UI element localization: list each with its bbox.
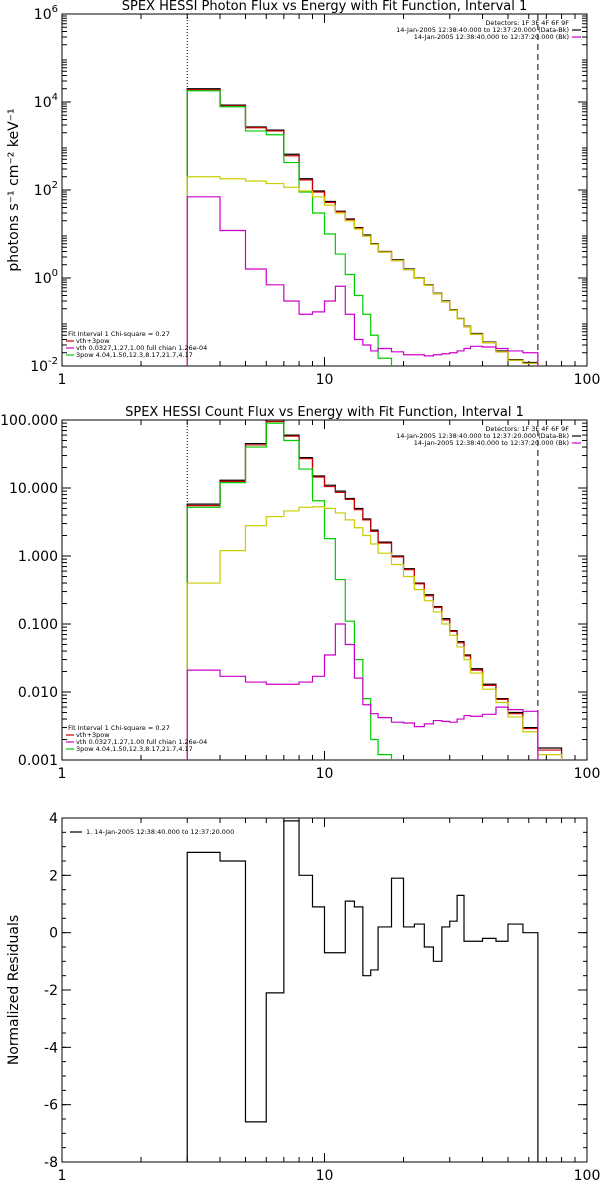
series-line-data-bk xyxy=(186,420,563,760)
series-line-vth xyxy=(186,422,393,760)
chart-title: SPEX HESSI Photon Flux vs Energy with Fi… xyxy=(122,0,528,14)
legend-entry: 14-Jan-2005 12:38:40.000 to 12:37:20.000… xyxy=(396,26,569,34)
series-group xyxy=(186,820,539,1162)
legend-entry: 3pow 4.04,1.50,12.3,8.17,21.7,4.17 xyxy=(76,745,193,753)
series-line-bk xyxy=(186,196,539,366)
series-line-vth-3pow xyxy=(186,420,563,760)
x-tick-label: 1 xyxy=(58,1168,67,1184)
series-group xyxy=(186,420,563,760)
y-tick-label: 102 xyxy=(34,180,58,199)
legend-entry: 1. 14-Jan-2005 12:38:40.000 to 12:37:20.… xyxy=(86,828,234,836)
y-tick-label: 1.000 xyxy=(18,549,58,565)
y-tick-exponent: 0 xyxy=(52,268,58,279)
y-tick-label: 4 xyxy=(49,811,58,827)
legend-entry: Fit Interval 1 Chi-square = 0.27 xyxy=(68,330,170,338)
y-tick-label: 100.000 xyxy=(0,413,58,429)
y-tick-label: 0 xyxy=(49,926,58,942)
x-tick-label: 1 xyxy=(58,766,67,782)
y-axis-label: photons s⁻¹ cm⁻² keV⁻¹ xyxy=(6,108,22,271)
y-tick-label: 0.001 xyxy=(18,753,58,769)
legend-entry: 3pow 4.04,1.50,12.3,8.17,21.7,4.17 xyxy=(76,351,193,359)
legend-entry: 14-Jan-2005 12:38:40.000 to 12:37:20.000… xyxy=(414,33,569,41)
legend-entry: vth+3pow xyxy=(76,731,110,739)
y-tick-label: -4 xyxy=(44,1040,58,1056)
legend-entry: 14-Jan-2005 12:38:40.000 to 12:37:20.000… xyxy=(414,439,569,447)
plot-frame xyxy=(61,817,588,1163)
series-line-bk xyxy=(186,623,539,760)
y-tick-label: 0.010 xyxy=(18,685,58,701)
y-tick-label: 10-2 xyxy=(30,356,58,375)
legend-entry: vth 0.0327,1.27,1.00 full chian 1.26e-04 xyxy=(76,738,207,746)
series-line-3pow xyxy=(186,506,563,760)
x-tick-label: 10 xyxy=(316,766,334,782)
y-axis-label: Normalized Residuals xyxy=(6,915,22,1065)
legend-entry: Detectors: 1F 3F 4F 6F 9F xyxy=(485,425,569,433)
y-tick-exponent: 2 xyxy=(52,180,58,191)
x-tick-label: 10 xyxy=(316,1168,334,1184)
series-line-3pow xyxy=(186,176,539,366)
legend-entry: vth+3pow xyxy=(76,337,110,345)
series-group xyxy=(186,88,539,366)
y-tick-label: 10.000 xyxy=(9,481,58,497)
legend-entry: vth 0.0327,1.27,1.00 full chian 1.26e-04 xyxy=(76,344,207,352)
y-tick-label: 100 xyxy=(34,268,58,287)
y-tick-label: -8 xyxy=(44,1155,58,1171)
series-line-residuals xyxy=(186,820,539,1162)
legend-entry: Detectors: 1F 3F 4F 6F 9F xyxy=(485,19,569,27)
x-tick-label: 100 xyxy=(574,372,600,388)
x-tick-label: 1 xyxy=(58,372,67,388)
y-tick-label: 104 xyxy=(34,92,58,111)
y-tick-exponent: 4 xyxy=(52,92,58,103)
y-tick-label: -2 xyxy=(44,983,58,999)
y-tick-label: 2 xyxy=(49,868,58,884)
legend-entry: Fit Interval 1 Chi-square = 0.27 xyxy=(68,724,170,732)
panel-2: SPEX HESSI Count Flux vs Energy with Fit… xyxy=(0,405,600,782)
y-tick-label: 106 xyxy=(34,4,58,23)
y-tick-exponent: -2 xyxy=(48,356,58,367)
series-line-vth xyxy=(186,90,393,366)
chart-title: SPEX HESSI Count Flux vs Energy with Fit… xyxy=(125,405,524,420)
x-tick-label: 10 xyxy=(316,372,334,388)
legend-entry: 14-Jan-2005 12:38:40.000 to 12:37:20.000… xyxy=(396,432,569,440)
panel-3: 1 10 100 -8 -6 -4 -2 0 2 4 Normalized Residuals 1. … xyxy=(6,811,600,1184)
panel-1: SPEX HESSI Photon Flux vs Energy with Fi… xyxy=(6,0,600,388)
x-tick-label: 100 xyxy=(574,1168,600,1184)
x-tick-label: 100 xyxy=(574,766,600,782)
plot-frame xyxy=(61,13,588,367)
y-tick-label: -6 xyxy=(44,1098,58,1114)
y-tick-label: 0.100 xyxy=(18,617,58,633)
y-tick-exponent: 6 xyxy=(52,4,58,15)
